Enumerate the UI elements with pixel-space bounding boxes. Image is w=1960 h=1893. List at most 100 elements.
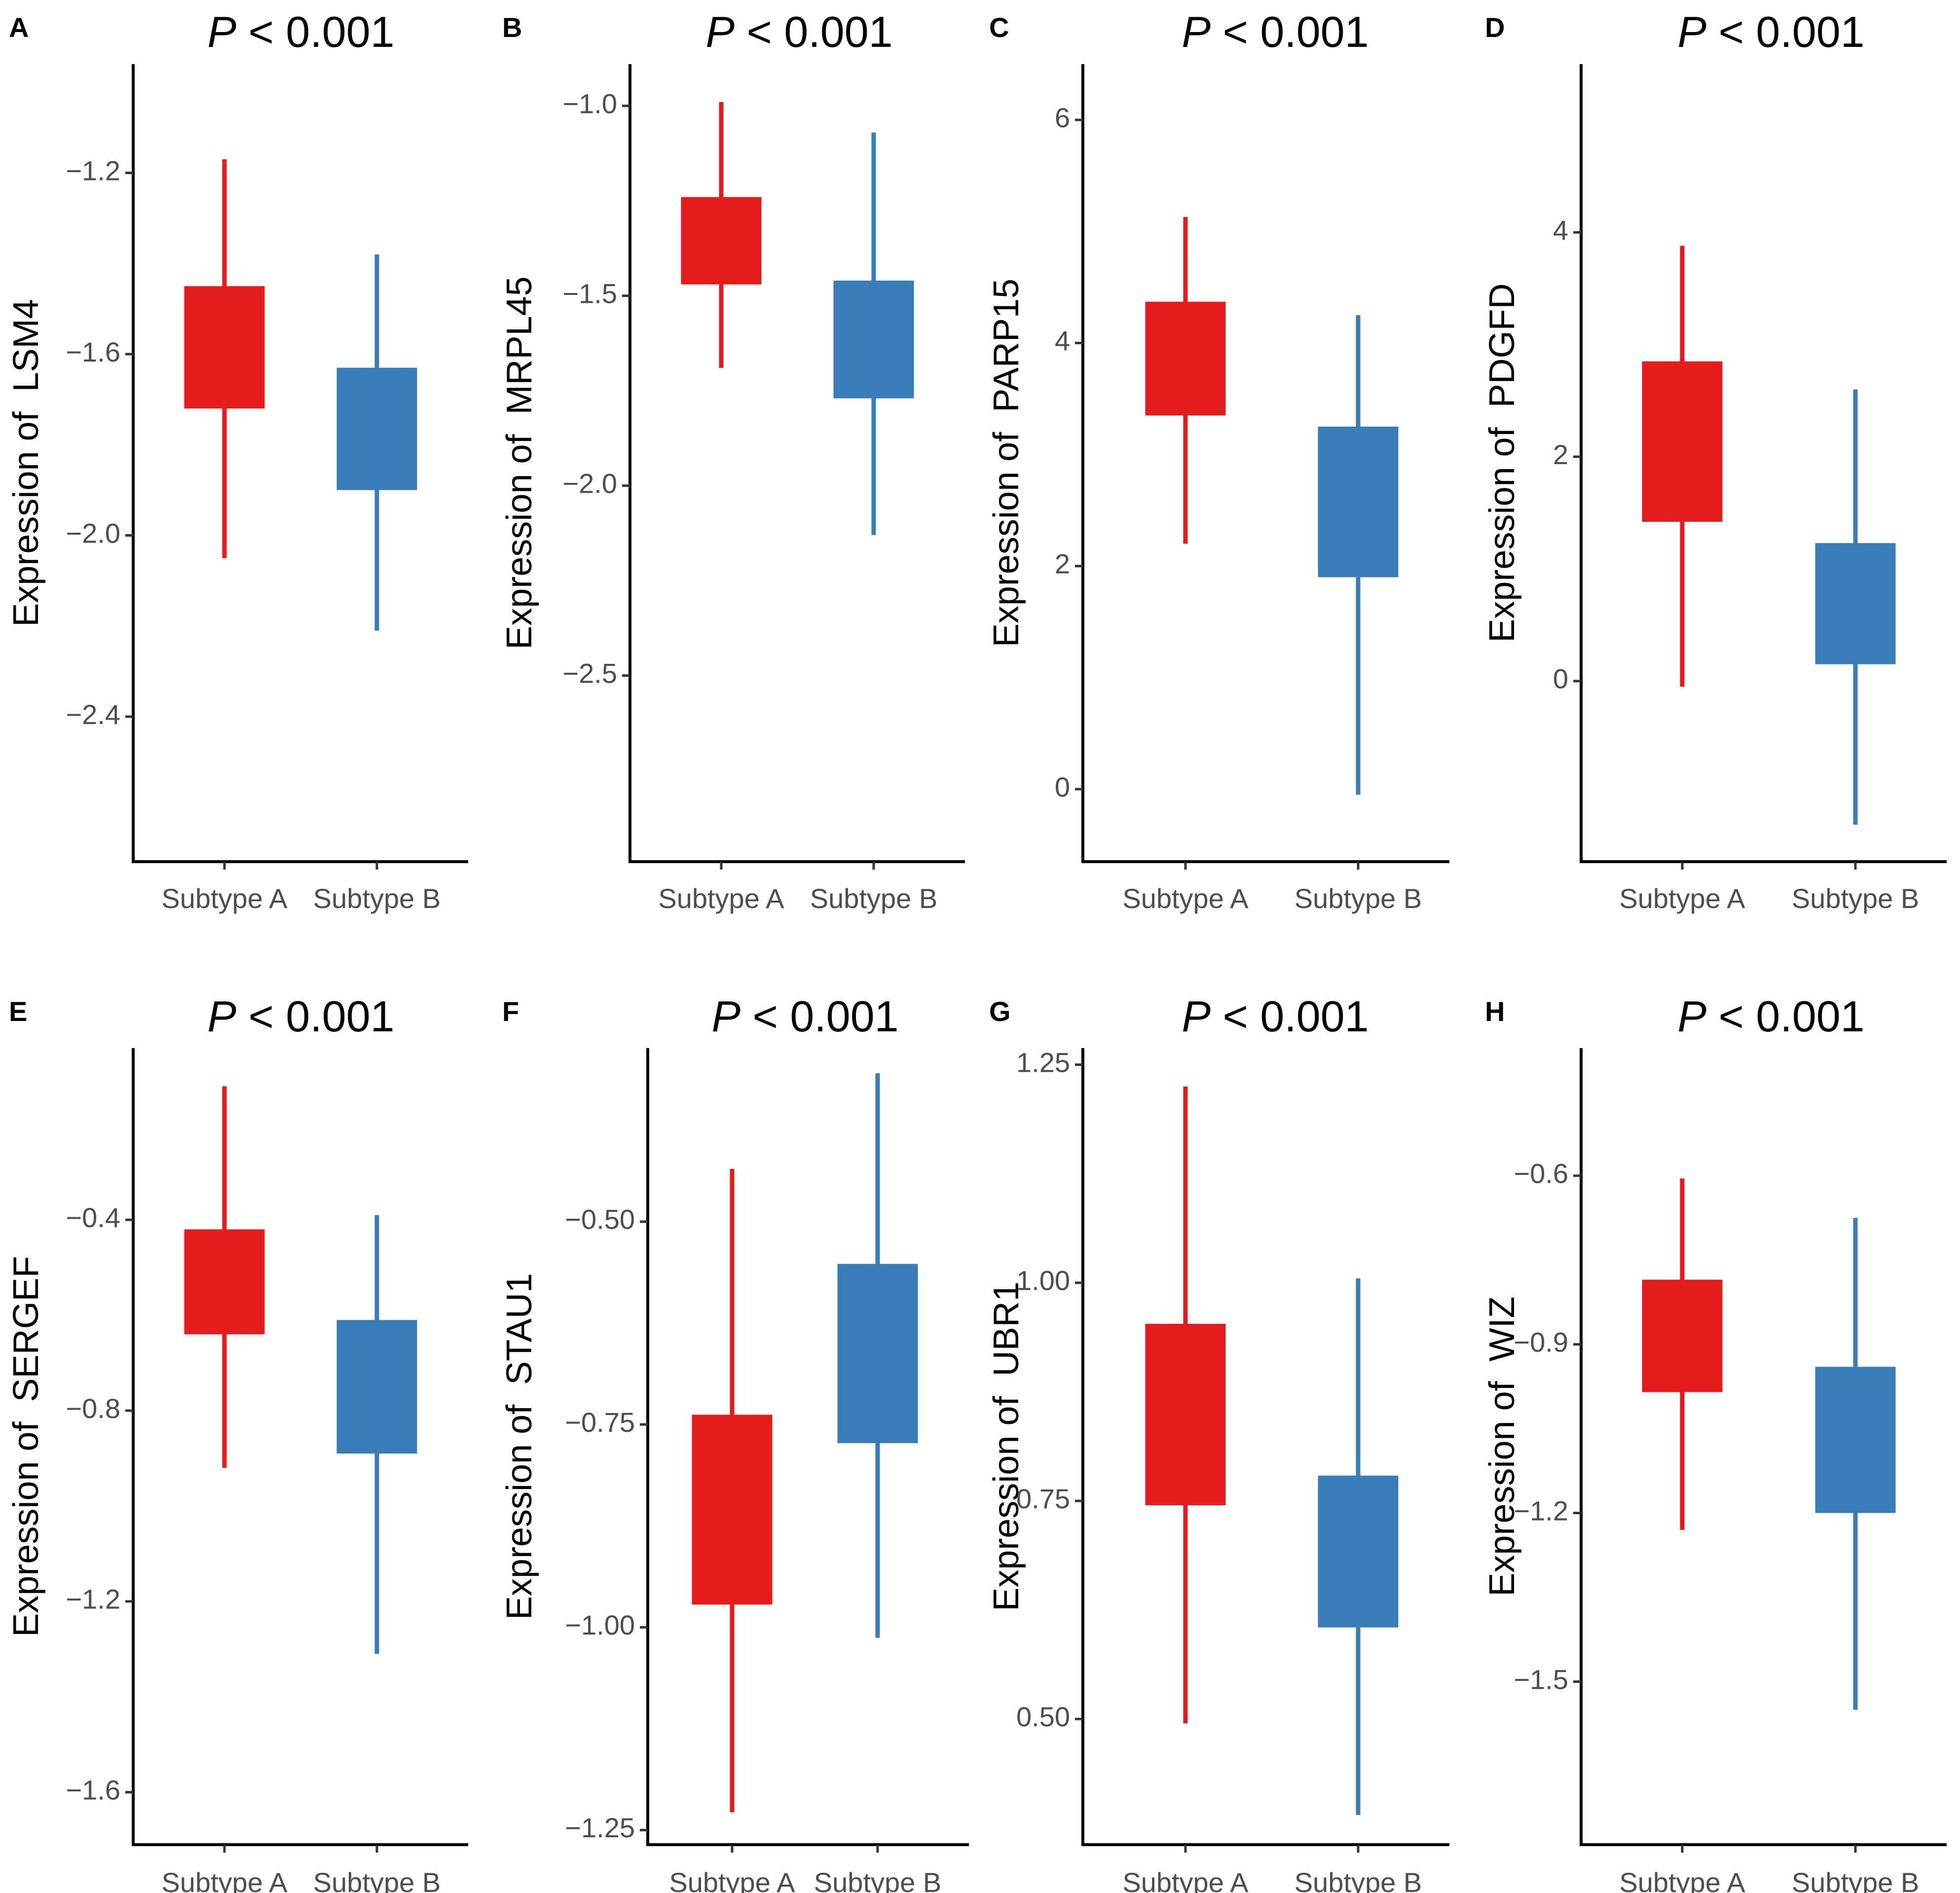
panel-letter: A	[9, 12, 29, 43]
y-axis-title-prefix: Expression of	[987, 412, 1026, 647]
x-tick-label: Subtype B	[313, 1867, 441, 1893]
y-axis-title: Expression of STAU1	[500, 1273, 539, 1620]
iqr-box	[692, 1415, 773, 1605]
y-tick-label: −1.2	[66, 155, 120, 186]
axis-lines	[629, 64, 965, 863]
x-tick-label: Subtype A	[658, 883, 784, 914]
iqr-box	[184, 286, 265, 409]
y-axis-title-prefix: Expression of	[987, 1376, 1026, 1611]
y-tick-label: −1.0	[562, 88, 617, 119]
box-subtype-a	[184, 1086, 265, 1468]
title-p-italic: P	[207, 7, 236, 56]
iqr-box	[336, 367, 417, 490]
x-tick-label: Subtype A	[1122, 883, 1249, 914]
y-axis-title-prefix: Expression of	[6, 1402, 46, 1637]
panel-a: A P < 0.001 Expression of LSM4 −1.2 −1.6 −2.0…	[6, 7, 468, 914]
x-tick-label: Subtype A	[161, 1867, 288, 1893]
title-rest: < 0.001	[1706, 992, 1865, 1041]
title-p-italic: P	[705, 7, 735, 56]
y-axis-title-prefix: Expression of	[1482, 1361, 1522, 1596]
y-tick-label: −1.2	[1514, 1495, 1568, 1526]
y-tick-label: 1.25	[1016, 1047, 1070, 1078]
x-tick-label: Subtype A	[161, 883, 288, 914]
y-axis-title-prefix: Expression of	[1482, 407, 1522, 642]
box-subtype-a	[681, 102, 762, 368]
box-subtype-a	[184, 159, 265, 558]
box-subtype-a	[1145, 1086, 1226, 1724]
panel-title: P < 0.001	[1677, 7, 1864, 56]
panel-letter: E	[9, 996, 27, 1027]
y-tick-label: −1.5	[1514, 1664, 1568, 1695]
y-tick-label: −0.4	[66, 1202, 120, 1233]
panel-letter: G	[989, 996, 1011, 1027]
panel-title: P < 0.001	[207, 992, 394, 1041]
panel-title: P < 0.001	[1182, 992, 1368, 1041]
box-subtype-a	[1145, 217, 1226, 544]
iqr-box	[837, 1264, 918, 1443]
y-tick-label: −2.4	[66, 699, 120, 730]
title-p-italic: P	[711, 992, 740, 1041]
y-axis-title-gene: STAU1	[500, 1273, 539, 1385]
axis-lines	[132, 1048, 468, 1846]
y-tick-label: −0.75	[565, 1407, 635, 1438]
title-p-italic: P	[1677, 992, 1706, 1041]
y-tick-label: −0.9	[1514, 1326, 1568, 1357]
panel-d: D P < 0.001 Expression of PDGFD 4 2 0 Subtype …	[1482, 7, 1947, 914]
y-tick-label: −0.8	[66, 1393, 120, 1424]
y-axis-title-gene: SERGEF	[6, 1256, 46, 1402]
y-axis-title-prefix: Expression of	[500, 1385, 539, 1620]
panel-letter: H	[1485, 996, 1505, 1027]
panel-letter: C	[989, 12, 1009, 43]
title-p-italic: P	[1182, 7, 1211, 56]
iqr-box	[1815, 1367, 1896, 1513]
panel-f: F P < 0.001 Expression of STAU1 −0.50 −0.75 −…	[500, 992, 969, 1893]
y-axis-title-gene: MRPL45	[500, 276, 539, 414]
panel-title: P < 0.001	[711, 992, 898, 1041]
y-tick-label: −0.6	[1514, 1158, 1568, 1189]
y-tick-label: −0.50	[565, 1204, 635, 1235]
axis-lines	[132, 64, 468, 863]
box-subtype-b	[833, 132, 914, 535]
x-tick-label: Subtype A	[1619, 1867, 1745, 1893]
title-rest: < 0.001	[1706, 7, 1865, 56]
y-axis-title: Expression of PDGFD	[1482, 283, 1522, 642]
box-subtype-a	[1642, 246, 1723, 687]
box-subtype-a	[1642, 1178, 1723, 1530]
title-rest: < 0.001	[1211, 992, 1369, 1041]
x-tick-label: Subtype B	[1294, 1867, 1422, 1893]
axis-lines	[646, 1048, 969, 1846]
y-axis-title: Expression of WIZ	[1482, 1296, 1522, 1596]
x-tick-label: Subtype B	[1792, 1867, 1919, 1893]
box-subtype-b	[1815, 1218, 1896, 1710]
panel-e: E P < 0.001 Expression of SERGEF −0.4 −0.8 −1…	[6, 992, 468, 1893]
y-tick-label: −1.25	[565, 1812, 635, 1843]
box-subtype-b	[336, 1215, 417, 1654]
iqr-box	[184, 1229, 265, 1335]
y-tick-label: 6	[1055, 102, 1070, 133]
y-axis-title-gene: LSM4	[6, 299, 46, 392]
y-tick-label: 2	[1055, 548, 1070, 579]
y-axis-title-gene: PARP15	[987, 279, 1026, 412]
y-tick-label: −1.6	[66, 1774, 120, 1805]
y-tick-label: 2	[1553, 439, 1568, 470]
title-p-italic: P	[207, 992, 236, 1041]
x-tick-label: Subtype A	[1619, 883, 1745, 914]
x-tick-label: Subtype B	[810, 883, 937, 914]
y-tick-label: −2.5	[562, 657, 617, 689]
box-subtype-b	[1318, 315, 1399, 795]
axis-lines	[1580, 64, 1947, 863]
y-axis-title-prefix: Expression of	[6, 392, 46, 626]
title-rest: < 0.001	[735, 7, 893, 56]
y-axis-title: Expression of MRPL45	[500, 276, 539, 649]
title-p-italic: P	[1182, 992, 1211, 1041]
panel-c: C P < 0.001 Expression of PARP15 0 2 4 6 Subtyp…	[987, 7, 1449, 914]
iqr-box	[833, 280, 914, 399]
y-tick-label: 0	[1553, 663, 1568, 694]
iqr-box	[1642, 361, 1723, 522]
y-tick-label: 0.50	[1016, 1701, 1070, 1732]
y-axis-title-gene: PDGFD	[1482, 283, 1522, 407]
panel-b: B P < 0.001 Expression of MRPL45 −1.0 −1.5 −2…	[500, 7, 965, 914]
panel-h: H P < 0.001 Expression of WIZ −0.6 −0.9 −1.2 −…	[1482, 992, 1947, 1893]
x-tick-label: Subtype B	[1792, 883, 1919, 914]
